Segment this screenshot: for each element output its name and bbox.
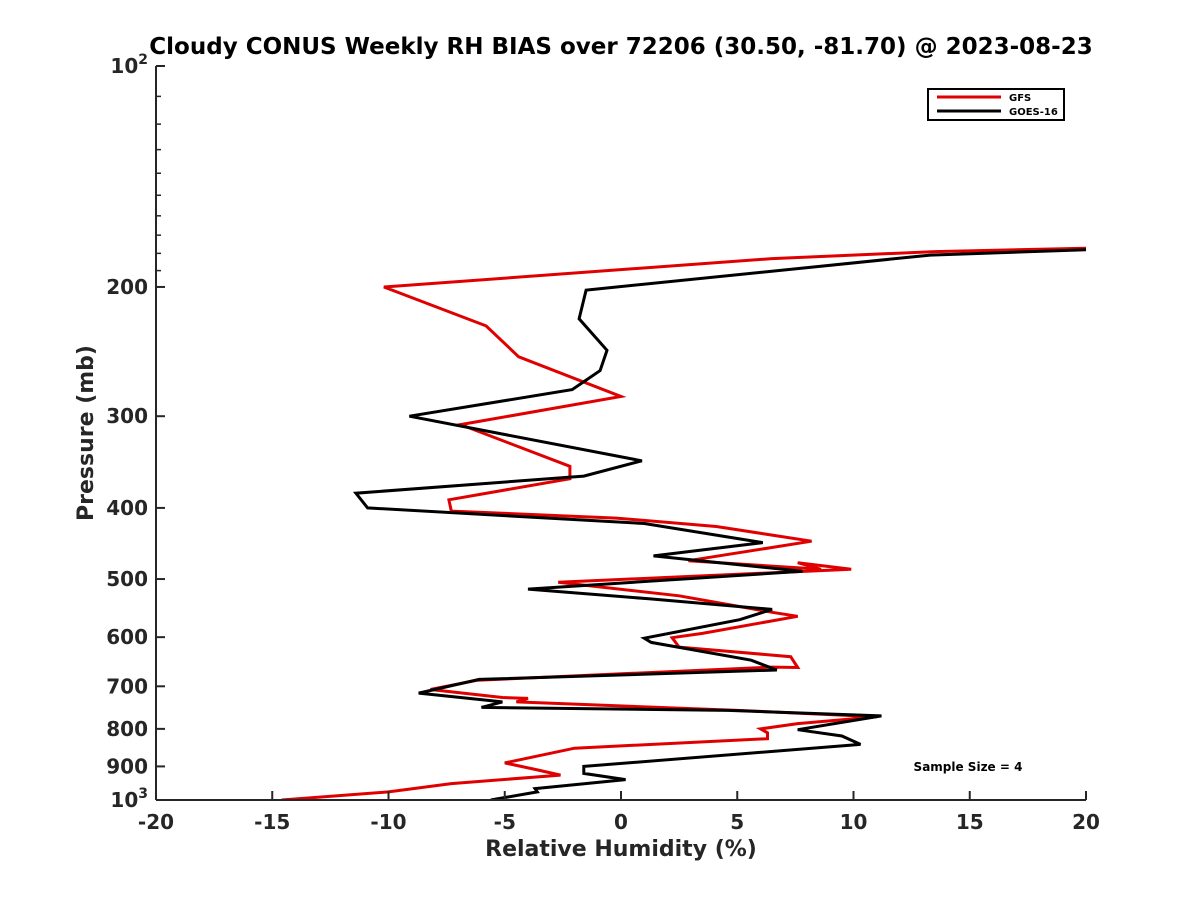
y-tick-label: 200 bbox=[106, 275, 148, 299]
legend-entry-label: GFS bbox=[1009, 93, 1031, 104]
x-tick-label: 0 bbox=[614, 810, 628, 834]
series-line-goes-16 bbox=[352, 247, 1086, 800]
y-tick-label: 102 bbox=[110, 52, 148, 78]
legend-entry-label: GOES-16 bbox=[1009, 107, 1058, 118]
legend: GFS GOES-16 bbox=[927, 88, 1065, 121]
x-tick-label: 10 bbox=[840, 810, 868, 834]
x-tick-label: 5 bbox=[730, 810, 744, 834]
y-tick-label: 900 bbox=[106, 754, 148, 778]
x-tick-label: 20 bbox=[1072, 810, 1100, 834]
sample-size-annotation: Sample Size = 4 bbox=[914, 760, 1023, 774]
x-tick-label: -20 bbox=[138, 810, 174, 834]
series-line-gfs bbox=[281, 246, 1086, 800]
y-tick-label: 300 bbox=[106, 404, 148, 428]
chart-title: Cloudy CONUS Weekly RH BIAS over 72206 (… bbox=[149, 34, 1092, 60]
x-tick-label: -15 bbox=[254, 810, 290, 834]
y-tick-label: 103 bbox=[110, 786, 148, 812]
y-tick-label: 400 bbox=[106, 496, 148, 520]
plot-area bbox=[156, 66, 1086, 800]
legend-box bbox=[927, 88, 1065, 121]
x-tick-label: -5 bbox=[494, 810, 516, 834]
y-tick-label: 500 bbox=[106, 567, 148, 591]
y-tick-label: 800 bbox=[106, 717, 148, 741]
y-tick-label: 600 bbox=[106, 625, 148, 649]
x-tick-label: -10 bbox=[370, 810, 406, 834]
y-tick-label: 700 bbox=[106, 674, 148, 698]
y-axis-label: Pressure (mb) bbox=[74, 345, 99, 521]
x-axis-label: Relative Humidity (%) bbox=[485, 837, 757, 862]
x-tick-label: 15 bbox=[956, 810, 984, 834]
